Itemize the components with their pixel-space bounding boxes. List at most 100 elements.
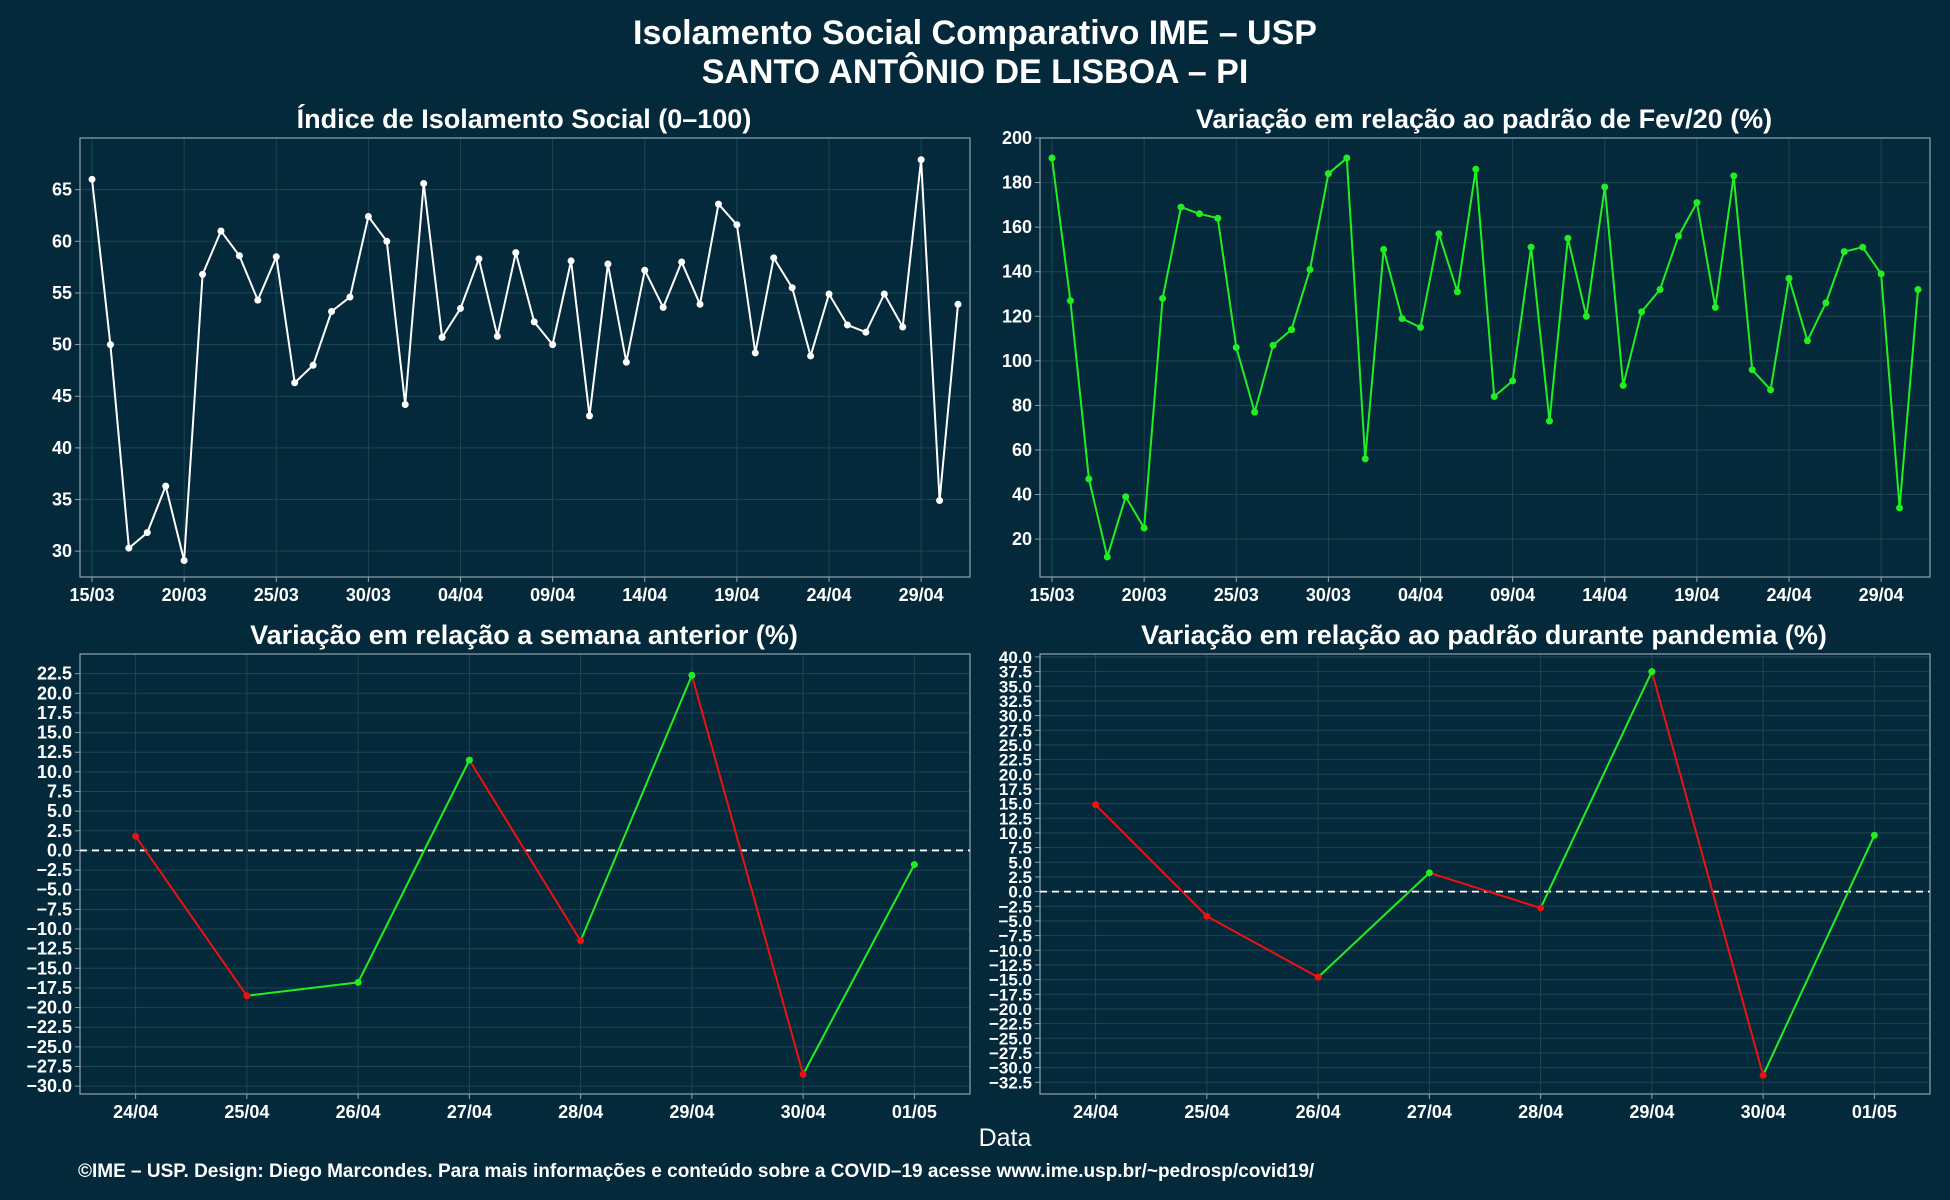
x-tick-label: 27/04	[1407, 1102, 1452, 1122]
data-point	[1361, 455, 1369, 463]
data-point	[577, 937, 585, 945]
data-point	[162, 482, 170, 490]
data-point	[1822, 299, 1830, 307]
data-point	[132, 832, 140, 840]
data-point	[1693, 199, 1701, 207]
data-point	[364, 213, 372, 221]
y-tick-label: −27.5	[26, 1057, 72, 1077]
data-point	[235, 252, 243, 260]
data-point	[1177, 203, 1185, 211]
y-tick-label: 180	[1002, 173, 1032, 193]
y-tick-label: −12.5	[989, 956, 1032, 975]
data-point	[751, 349, 759, 357]
y-tick-label: 2.5	[1008, 868, 1032, 887]
data-point	[475, 255, 483, 263]
data-point	[125, 544, 133, 552]
data-point	[383, 237, 391, 245]
x-tick-label: 15/03	[69, 585, 114, 605]
data-point	[910, 861, 918, 869]
data-point	[622, 358, 630, 366]
data-point	[1398, 315, 1406, 323]
series-segment	[802, 864, 916, 1075]
series-segment	[134, 835, 248, 997]
y-tick-label: 10.0	[37, 762, 72, 782]
series-segment	[1539, 671, 1653, 909]
data-point	[1638, 308, 1646, 316]
y-tick-label: 40	[1012, 485, 1032, 505]
data-point	[1066, 297, 1074, 305]
figure-title-line-2: SANTO ANTÔNIO DE LISBOA – PI	[702, 52, 1249, 91]
data-point	[1425, 869, 1433, 877]
data-point	[678, 258, 686, 266]
x-tick-label: 14/04	[1582, 585, 1627, 605]
y-tick-label: 12.5	[37, 742, 72, 762]
y-tick-label: 17.5	[999, 780, 1032, 799]
y-tick-label: −5.0	[36, 880, 72, 900]
data-point	[1859, 243, 1867, 251]
data-point	[1870, 831, 1878, 839]
y-tick-label: 0.0	[1008, 883, 1032, 902]
data-point	[1656, 286, 1664, 294]
data-point	[1085, 475, 1093, 483]
series-segment	[1206, 915, 1319, 979]
data-point	[401, 400, 409, 408]
data-point	[438, 333, 446, 341]
x-tick-label: 04/04	[438, 585, 483, 605]
x-tick-label: 24/04	[1766, 585, 1811, 605]
data-point	[1288, 326, 1296, 334]
data-point	[1564, 234, 1572, 242]
data-point	[1195, 210, 1203, 218]
y-tick-label: −2.5	[998, 897, 1032, 916]
x-tick-label: 27/04	[447, 1102, 492, 1122]
x-tick-label: 09/04	[1490, 585, 1535, 605]
x-tick-label: 24/04	[113, 1102, 158, 1122]
x-tick-label: 25/03	[1214, 585, 1259, 605]
y-tick-label: 25.0	[999, 736, 1032, 755]
data-point	[291, 379, 299, 387]
x-tick-label: 30/04	[781, 1102, 826, 1122]
series-segment	[690, 674, 805, 1075]
data-point	[1435, 230, 1443, 238]
y-tick-label: 22.5	[999, 751, 1032, 770]
panel-title: Variação em relação ao padrão de Fev/20 …	[1196, 104, 1772, 134]
data-point	[659, 303, 667, 311]
x-tick-label: 29/04	[1859, 585, 1904, 605]
data-point	[254, 296, 262, 304]
data-point	[880, 290, 888, 298]
data-point	[1472, 165, 1480, 173]
y-tick-label: 30.0	[999, 707, 1032, 726]
y-tick-label: 120	[1002, 306, 1032, 326]
y-tick-label: 80	[1012, 395, 1032, 415]
data-point	[585, 412, 593, 420]
data-point	[733, 221, 741, 229]
data-point	[1803, 337, 1811, 345]
data-point	[1601, 183, 1609, 191]
data-point	[1103, 553, 1111, 561]
data-point	[567, 257, 575, 265]
y-tick-label: 60	[1012, 440, 1032, 460]
figure-title-line-1: Isolamento Social Comparativo IME – USP	[633, 14, 1317, 52]
y-tick-label: 200	[1002, 128, 1032, 148]
data-point	[512, 249, 520, 257]
y-tick-label: 12.5	[999, 809, 1032, 828]
data-point	[1203, 912, 1211, 920]
data-point	[1343, 154, 1351, 162]
panel-variation-previous-week: Variação em relação a semana anterior (%…	[26, 620, 971, 1122]
plot-frame	[79, 137, 971, 578]
data-point	[1767, 386, 1775, 394]
x-tick-label: 20/03	[162, 585, 207, 605]
y-tick-label: 20	[1012, 529, 1032, 549]
data-point	[843, 321, 851, 329]
data-point	[354, 978, 362, 986]
series-segment	[468, 759, 582, 942]
data-point	[346, 293, 354, 301]
y-tick-label: −22.5	[26, 1017, 72, 1037]
panel-variation-pandemic-pattern: Variação em relação ao padrão durante pa…	[989, 620, 1931, 1122]
data-point	[420, 179, 428, 187]
data-point	[199, 270, 207, 278]
data-point	[1306, 265, 1314, 273]
data-point	[696, 300, 704, 308]
data-point	[1537, 904, 1545, 912]
y-tick-label: 27.5	[999, 721, 1032, 740]
x-tick-label: 04/04	[1398, 585, 1443, 605]
